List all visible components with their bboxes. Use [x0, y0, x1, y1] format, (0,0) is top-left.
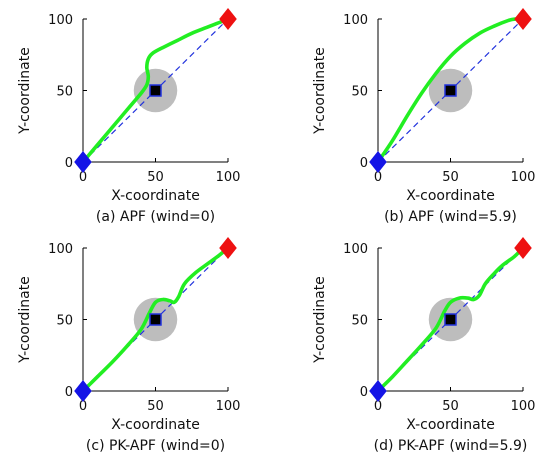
y-axis-label: Y-coordinate	[312, 276, 328, 364]
y-axis-label: Y-coordinate	[17, 47, 33, 135]
start-marker	[74, 151, 92, 173]
subplot-caption: (b) APF (wind=5.9)	[384, 209, 517, 225]
x-tick-label: 0	[79, 170, 87, 185]
goal-marker	[219, 237, 237, 259]
subplot-a: 0 50 100 0 50 100 X-coordinate Y-coordinate (a) …	[17, 8, 240, 225]
y-tick-label: 100	[343, 242, 368, 257]
y-tick-label: 0	[360, 385, 368, 400]
x-tick-label: 100	[511, 170, 536, 185]
y-tick-label: 0	[360, 156, 368, 171]
x-tick-label: 50	[147, 170, 164, 185]
x-axis-label: X-coordinate	[406, 417, 495, 433]
x-tick-label: 0	[374, 399, 382, 414]
path-line	[376, 17, 525, 164]
start-marker	[74, 380, 92, 402]
obstacle-center-marker	[444, 313, 457, 326]
y-tick-label: 50	[56, 85, 73, 100]
y-tick-label: 50	[56, 314, 73, 329]
y-tick-label: 0	[65, 156, 73, 171]
x-axis-label: X-coordinate	[111, 188, 200, 204]
x-tick-label: 50	[442, 399, 459, 414]
x-tick-label: 0	[374, 170, 382, 185]
start-marker	[369, 380, 387, 402]
y-tick-label: 100	[343, 13, 368, 28]
y-tick-label: 0	[65, 385, 73, 400]
subplot-d: 0 50 100 0 50 100 X-coordinate Y-coordinate (d) …	[312, 237, 535, 454]
x-tick-label: 0	[79, 399, 87, 414]
y-axis-label: Y-coordinate	[312, 47, 328, 135]
subplot-caption: (c) PK-APF (wind=0)	[86, 438, 225, 454]
obstacle-center-marker	[149, 313, 162, 326]
obstacle-center-marker	[149, 84, 162, 97]
goal-marker	[514, 8, 532, 30]
subplot-caption: (d) PK-APF (wind=5.9)	[374, 438, 528, 454]
y-tick-label: 50	[351, 314, 368, 329]
x-tick-label: 100	[216, 399, 241, 414]
subplot-b: 0 50 100 0 50 100 X-coordinate Y-coordinate (b) …	[312, 8, 535, 225]
start-marker	[369, 151, 387, 173]
subplot-caption: (a) APF (wind=0)	[96, 209, 215, 225]
x-tick-label: 100	[216, 170, 241, 185]
y-tick-label: 50	[351, 85, 368, 100]
obstacle-center-marker	[444, 84, 457, 97]
y-tick-label: 100	[48, 242, 73, 257]
path-line	[376, 246, 525, 393]
path-line	[81, 246, 230, 393]
x-axis-label: X-coordinate	[406, 188, 495, 204]
y-tick-label: 100	[48, 13, 73, 28]
path-line	[81, 17, 230, 164]
x-tick-label: 100	[511, 399, 536, 414]
y-axis-label: Y-coordinate	[17, 276, 33, 364]
x-tick-label: 50	[442, 170, 459, 185]
x-tick-label: 50	[147, 399, 164, 414]
goal-marker	[514, 237, 532, 259]
subplot-c: 0 50 100 0 50 100 X-coordinate Y-coordinate (c) …	[17, 237, 240, 454]
x-axis-label: X-coordinate	[111, 417, 200, 433]
goal-marker	[219, 8, 237, 30]
